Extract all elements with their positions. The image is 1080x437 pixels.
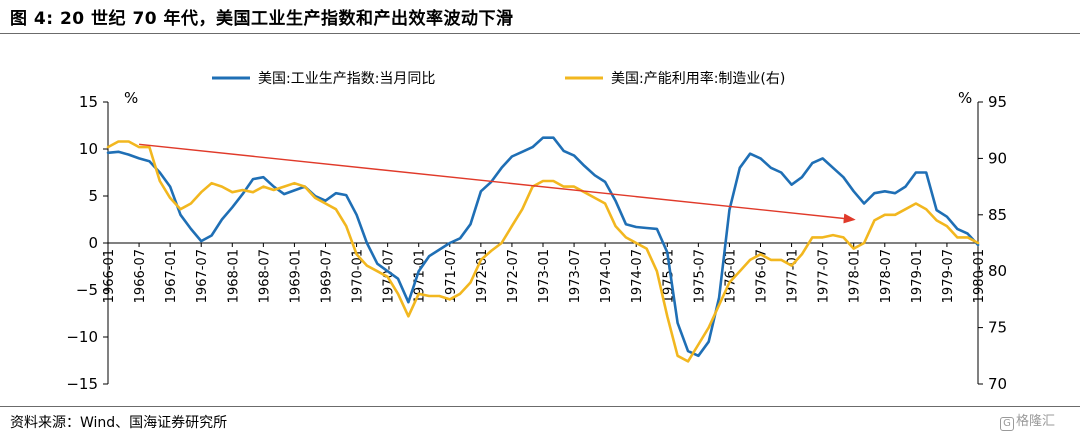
x-axis-tick-label: 1979-07: [941, 249, 956, 303]
series-line-capacity-utilization: [106, 140, 980, 363]
x-axis-tick-label: 1969-07: [320, 249, 335, 303]
x-axis-tick-label: 1974-07: [630, 249, 645, 303]
x-axis-tick-label: 1973-07: [568, 249, 583, 303]
watermark-text: 格隆汇: [1016, 414, 1056, 429]
x-axis-tick-label: 1977-07: [817, 249, 832, 303]
x-axis-tick-label: 1966-07: [133, 249, 148, 303]
x-axis-tick-label: 1975-07: [692, 249, 707, 303]
chart: 美国:工业生产指数:当月同比 美国:产能利用率:制造业(右) % % −15−1…: [66, 70, 1007, 393]
x-axis-tick-label: 1977-01: [786, 249, 801, 303]
right-axis-tick-label: 85: [988, 206, 1007, 224]
legend: 美国:工业生产指数:当月同比 美国:产能利用率:制造业(右): [212, 70, 785, 87]
x-axis-tick-label: 1967-01: [164, 249, 179, 303]
left-axis-tick-label: 10: [79, 140, 98, 158]
x-axis-tick-label: 1969-01: [288, 249, 303, 303]
left-axis-unit: %: [124, 89, 138, 107]
x-axis-tick-label: 1973-01: [537, 249, 552, 303]
x-axis-tick-label: 1967-07: [195, 249, 210, 303]
x-axis-tick-label: 1970-01: [351, 249, 366, 303]
left-axis-tick-label: 15: [79, 93, 98, 111]
figure-title: 图 4: 20 世纪 70 年代，美国工业生产指数和产出效率波动下滑: [10, 9, 514, 29]
x-axis-tick-label: 1974-01: [599, 249, 614, 303]
series-line-industrial-production: [106, 136, 980, 358]
title-rule: [0, 33, 1080, 34]
x-axis-tick-label: 1966-01: [102, 249, 117, 303]
x-axis-tick-label: 1978-07: [879, 249, 894, 303]
right-axis-tick-label: 90: [988, 149, 1007, 167]
x-axis-tick-label: 1980-01: [972, 249, 987, 303]
x-axis-tick-label: 1979-01: [910, 249, 925, 303]
left-axis-tick-label: −5: [76, 281, 98, 299]
x-axis-tick-label: 1976-07: [755, 249, 770, 303]
annotation-layer: [138, 143, 856, 224]
series-layer: [106, 136, 980, 363]
x-axis-tick-label: 1971-07: [444, 249, 459, 303]
right-axis-tick-label: 75: [988, 319, 1007, 337]
left-axis-tick-label: −10: [66, 328, 98, 346]
left-axis-tick-label: −15: [66, 375, 98, 393]
x-axis-tick-label: 1972-07: [506, 249, 521, 303]
legend-label-ip: 美国:工业生产指数:当月同比: [258, 71, 435, 87]
right-axis-unit: %: [958, 89, 972, 107]
legend-label-cu: 美国:产能利用率:制造业(右): [611, 70, 785, 87]
source-rule: [0, 406, 1080, 407]
axes: −15 −10 −5 0 5 10 15 70 75 80 85 90 95 1966-01 1966-07…: [66, 93, 1007, 393]
x-axis-tick-label: 1968-01: [226, 249, 241, 303]
watermark-logo-icon: G: [1000, 417, 1014, 431]
watermark: G 格隆汇: [1000, 410, 1055, 431]
right-axis-tick-label: 95: [988, 93, 1007, 111]
x-axis-tick-label: 1978-01: [848, 249, 863, 303]
x-axis-tick-label: 1970-07: [382, 249, 397, 303]
source-note: 资料来源：Wind、国海证券研究所: [10, 415, 228, 431]
trend-arrow: [138, 143, 856, 224]
x-axis-tick-label: 1968-07: [257, 249, 272, 303]
right-axis-tick-label: 80: [988, 262, 1007, 280]
left-axis-tick-label: 0: [88, 234, 98, 252]
left-axis-tick-label: 5: [88, 187, 98, 205]
right-axis-tick-label: 70: [988, 375, 1007, 393]
